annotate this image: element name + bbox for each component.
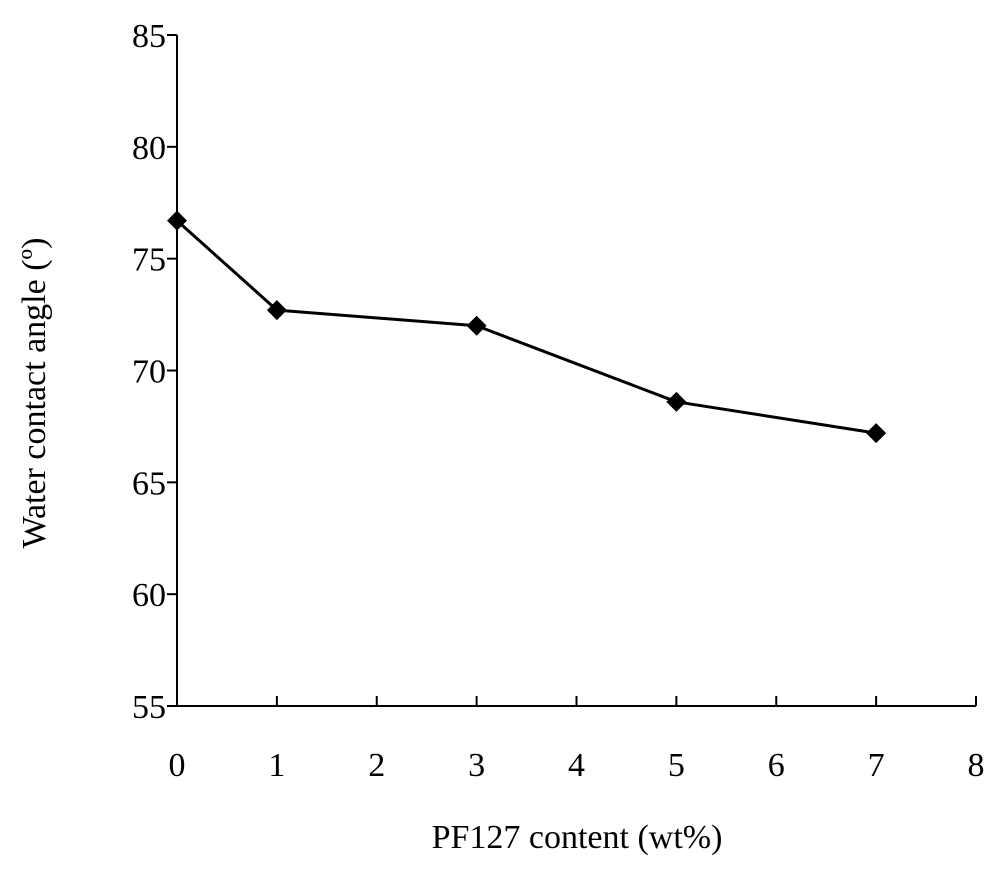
y-tick-label: 55 bbox=[132, 689, 166, 726]
x-tick-label: 3 bbox=[468, 747, 485, 784]
x-tick-label: 0 bbox=[169, 747, 186, 784]
x-tick-label: 6 bbox=[768, 747, 785, 784]
data-point-marker bbox=[866, 423, 887, 444]
x-tick-label: 8 bbox=[968, 747, 985, 784]
x-tick-label: 4 bbox=[568, 747, 585, 784]
data-point-marker bbox=[466, 315, 487, 336]
x-tick-label: 5 bbox=[668, 747, 685, 784]
x-axis-title: PF127 content (wt%) bbox=[432, 819, 723, 856]
y-tick-label: 60 bbox=[132, 577, 166, 614]
y-tick-label: 80 bbox=[132, 130, 166, 167]
x-tick-label: 2 bbox=[368, 747, 385, 784]
x-tick-label: 1 bbox=[268, 747, 285, 784]
data-point-marker bbox=[666, 391, 687, 412]
data-point-marker bbox=[266, 300, 287, 321]
y-tick-label: 65 bbox=[132, 465, 166, 502]
y-axis-ticks: 55 60 65 70 75 80 85 bbox=[132, 18, 177, 726]
x-tick-label: 7 bbox=[868, 747, 885, 784]
y-tick-label: 75 bbox=[132, 242, 166, 279]
axes bbox=[176, 35, 976, 707]
y-tick-label: 70 bbox=[132, 354, 166, 391]
series-layer bbox=[167, 210, 887, 444]
y-tick-label: 85 bbox=[132, 18, 166, 55]
x-axis-ticks: 0 1 2 3 4 5 6 7 8 bbox=[169, 696, 985, 784]
y-axis-title: Water contact angle (º) bbox=[16, 238, 53, 549]
data-point-marker bbox=[167, 210, 187, 231]
series-line bbox=[175, 219, 877, 435]
